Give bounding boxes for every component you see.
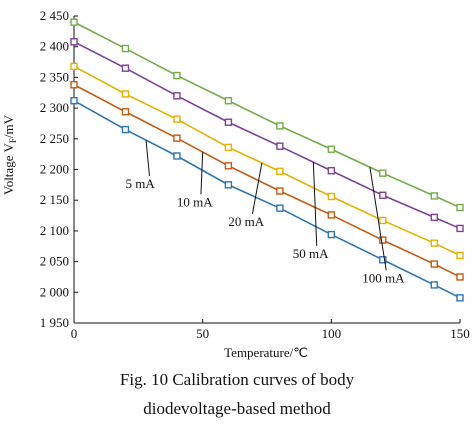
- data-point: [276, 167, 284, 176]
- data-point: [430, 260, 438, 268]
- y-tick-label: 2 000: [40, 284, 69, 299]
- data-point: [70, 81, 78, 89]
- x-tick-label: 50: [196, 326, 209, 341]
- series-group: [70, 18, 464, 302]
- y-tick-label: 2 350: [40, 69, 69, 84]
- data-point: [173, 152, 181, 160]
- data-point: [173, 92, 181, 100]
- data-point: [379, 256, 387, 264]
- series-1: [70, 81, 464, 281]
- data-point: [430, 213, 438, 222]
- annotation-leader: [312, 162, 318, 246]
- data-point: [276, 187, 284, 195]
- data-point: [224, 162, 233, 170]
- data-point: [379, 236, 387, 244]
- annotation-label: 20 mA: [228, 214, 264, 229]
- data-point: [121, 125, 130, 134]
- annotation-leader: [369, 167, 387, 271]
- annotations: 5 mA 10 mA 20 mA 50 mA 100 mA: [125, 140, 405, 285]
- series-2: [70, 62, 464, 260]
- annotation-label: 10 mA: [177, 194, 213, 209]
- series-0: [70, 97, 464, 302]
- data-point: [327, 230, 336, 239]
- x-tick-label: 100: [322, 326, 342, 341]
- data-point: [70, 38, 78, 46]
- y-tick-label: 2 050: [40, 254, 69, 269]
- data-point: [379, 216, 387, 225]
- series-line: [73, 100, 461, 299]
- y-tick-label: 2 100: [40, 223, 69, 238]
- data-point: [173, 71, 181, 80]
- data-point: [430, 192, 438, 200]
- y-tick-label: 2 250: [40, 131, 69, 146]
- data-point: [224, 97, 233, 105]
- figure-caption-line-2: diodevoltage-based method: [143, 399, 331, 418]
- data-point: [456, 294, 464, 302]
- data-point: [121, 90, 130, 98]
- y-axis-label: Voltage VF/mV: [1, 114, 18, 195]
- data-point: [173, 115, 181, 123]
- axes: 1 950 2 000 2 050 2 100 2 150 2 200 2 250 2 300…: [40, 8, 470, 341]
- data-point: [379, 169, 387, 177]
- data-point: [173, 134, 181, 142]
- data-point: [276, 142, 284, 150]
- data-point: [70, 62, 78, 71]
- data-point: [121, 108, 130, 116]
- data-point: [327, 211, 336, 219]
- y-tick-label: 2 200: [40, 162, 69, 177]
- annotation-label: 50 mA: [293, 246, 329, 261]
- y-tick-label: 2 400: [40, 39, 69, 54]
- data-point: [327, 192, 336, 201]
- series-line: [73, 65, 461, 257]
- data-point: [224, 118, 233, 126]
- data-point: [456, 203, 464, 212]
- data-point: [70, 18, 78, 26]
- y-tick-label: 2 150: [40, 192, 69, 207]
- data-point: [456, 251, 464, 260]
- series-3: [70, 38, 464, 233]
- data-point: [430, 239, 438, 247]
- series-4: [70, 18, 464, 212]
- calibration-chart: 1 950 2 000 2 050 2 100 2 150 2 200 2 250 2 300…: [1, 8, 470, 360]
- annotation-leader: [251, 162, 263, 215]
- data-point: [327, 167, 336, 175]
- y-tick-label: 2 450: [40, 8, 69, 23]
- data-point: [224, 143, 233, 152]
- data-point: [430, 281, 438, 289]
- annotation-leader: [200, 151, 204, 195]
- figure-caption-line-1: Fig. 10 Calibration curves of body: [119, 370, 355, 389]
- annotation-label: 100 mA: [362, 270, 405, 285]
- x-tick-label: 150: [450, 326, 470, 341]
- data-point: [456, 224, 464, 233]
- x-axis-label: Temperature/℃: [224, 345, 308, 360]
- data-point: [70, 97, 78, 105]
- series-line: [73, 41, 461, 230]
- data-point: [379, 191, 387, 199]
- y-tick-label: 2 300: [40, 100, 69, 115]
- data-point: [327, 145, 336, 153]
- annotation-leader: [145, 140, 150, 176]
- data-point: [456, 273, 464, 281]
- data-point: [276, 204, 284, 212]
- data-point: [121, 44, 130, 53]
- data-point: [224, 181, 233, 189]
- data-point: [276, 122, 284, 130]
- x-tick-label: 0: [71, 326, 78, 341]
- data-point: [121, 64, 130, 72]
- annotation-label: 5 mA: [125, 176, 155, 191]
- y-tick-label: 1 950: [40, 315, 69, 330]
